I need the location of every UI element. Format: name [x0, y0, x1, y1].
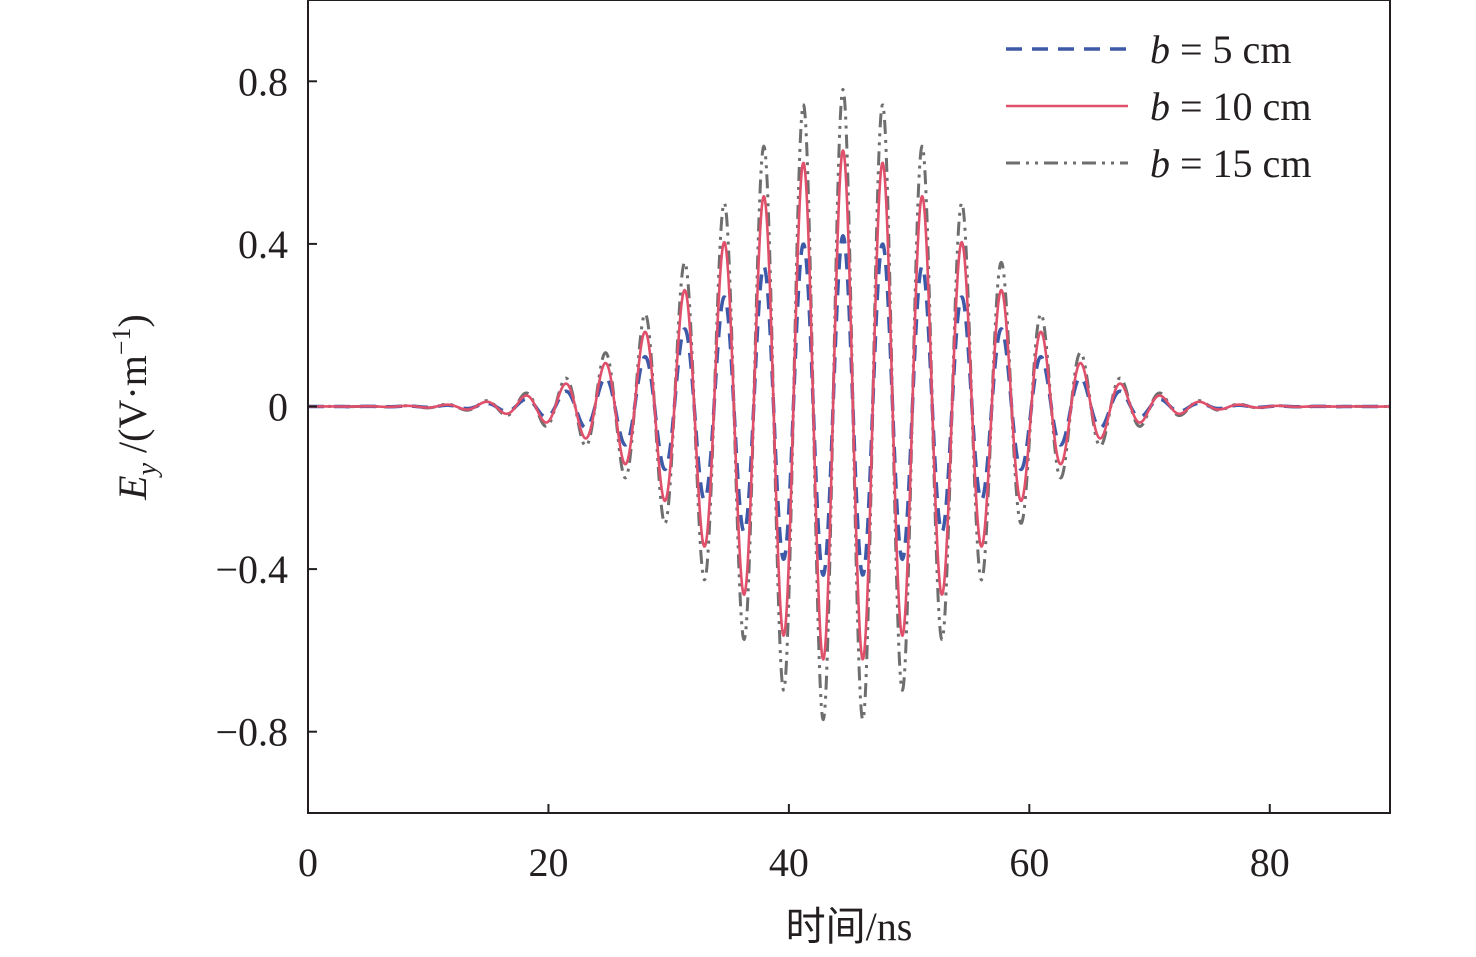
- y-axis-title-unit-exponent: −1: [107, 328, 136, 356]
- y-axis-title-unit-close: ): [110, 314, 155, 327]
- y-tick-label: 0.8: [238, 59, 288, 104]
- x-tick-label: 80: [1250, 840, 1290, 885]
- x-tick-label: 60: [1009, 840, 1049, 885]
- legend: b = 5 cm b = 10 cm b = 15 cm: [1006, 27, 1311, 186]
- series-layer: [306, 87, 1392, 722]
- legend-label: b = 15 cm: [1150, 141, 1311, 186]
- y-tick-label: −0.8: [215, 710, 288, 755]
- y-tick-label: −0.4: [215, 547, 288, 592]
- y-axis-title-sub: y: [132, 462, 163, 478]
- y-axis-title: Ey /(V·m−1): [107, 314, 163, 501]
- y-axis-title-var: E: [110, 475, 155, 500]
- y-axis-title-unit: /(V·m: [110, 355, 155, 463]
- ticks-layer: 0 20 40 60 80 0.8 0.4 0 −0.4 −0.8: [215, 59, 1289, 885]
- x-axis-title: 时间/ns: [786, 904, 913, 949]
- y-tick-label: 0.4: [238, 222, 288, 267]
- x-tick-label: 0: [298, 840, 318, 885]
- legend-label: b = 5 cm: [1150, 27, 1291, 72]
- series-line: [307, 149, 1391, 661]
- y-tick-label: 0: [268, 385, 288, 430]
- x-tick-label: 40: [769, 840, 809, 885]
- x-tick-label: 20: [528, 840, 568, 885]
- legend-label: b = 10 cm: [1150, 84, 1311, 129]
